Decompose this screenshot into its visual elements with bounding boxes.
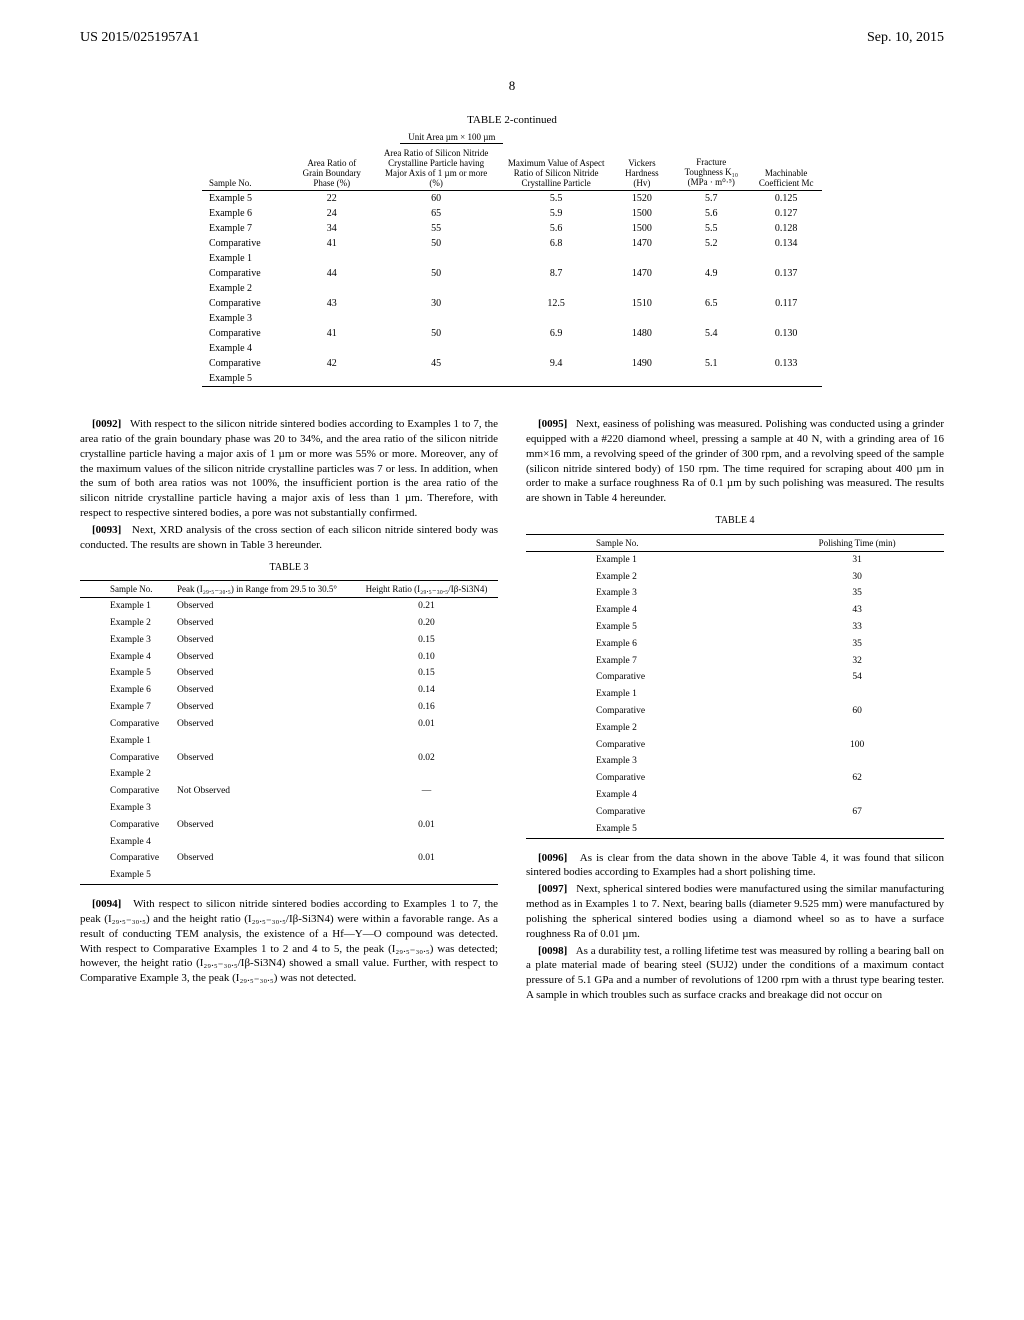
table3-col-sample: Sample No. (80, 581, 171, 598)
table-row: Example 1 (80, 598, 171, 615)
table-row: Example 1 (526, 551, 770, 568)
table-row: Comparative (202, 266, 292, 281)
table-row: Comparative (202, 236, 292, 251)
table2-group-header: Unit Area µm × 100 µm (400, 132, 503, 144)
table-row: Example 3 (80, 632, 171, 649)
table3-col-ratio: Height Ratio (I₂₉.₅₋₃₀.₅/Iβ-Si3N4) (355, 581, 498, 598)
table3-title: TABLE 3 (80, 561, 498, 575)
para-95: [0095] Next, easiness of polishing was m… (526, 417, 944, 506)
table-row: Comparative (202, 296, 292, 311)
table-row: Example 2 (526, 569, 770, 586)
table-row: Example 5 (202, 191, 292, 207)
table-row: Comparative (80, 750, 171, 767)
page-header: US 2015/0251957A1 Sep. 10, 2015 (80, 30, 944, 46)
table2-col-sample: Sample No. (202, 146, 292, 191)
table2-col-mc: Machinable Coefficient Mc (750, 146, 822, 191)
table-row: Comparative (202, 326, 292, 341)
table-row: Example 5 (526, 619, 770, 636)
table4-title: TABLE 4 (526, 514, 944, 528)
table-row: Comparative (526, 737, 770, 754)
table-row: Comparative (80, 716, 171, 733)
table4-col-time: Polishing Time (min) (770, 534, 944, 551)
table-row: Example 4 (526, 602, 770, 619)
table-row: Comparative (526, 804, 770, 821)
table-row: Example 2 (80, 615, 171, 632)
table4-col-sample: Sample No. (526, 534, 770, 551)
right-column: [0095] Next, easiness of polishing was m… (526, 417, 944, 1005)
table-row: Comparative (80, 817, 171, 834)
table-row: Comparative (80, 783, 171, 800)
table2-title: TABLE 2-continued (80, 114, 944, 126)
table-row: Example 7 (80, 699, 171, 716)
table2-col-silicon: Area Ratio of Silicon Nitride Crystallin… (372, 146, 501, 191)
table-row: Comparative (80, 850, 171, 867)
table2-col-fracture: Fracture Toughness K₁₀ (MPa · m⁰·⁵) (672, 146, 750, 191)
table2-col-vickers: Vickers Hardness (Hv) (612, 146, 673, 191)
table2: Unit Area µm × 100 µm Sample No. Area Ra… (202, 130, 822, 387)
table-row: Example 6 (202, 206, 292, 221)
table2-col-max: Maximum Value of Aspect Ratio of Silicon… (501, 146, 612, 191)
table-row: Example 6 (80, 682, 171, 699)
table4: Sample No. Polishing Time (min) Example … (526, 534, 944, 839)
para-96: [0096] As is clear from the data shown i… (526, 851, 944, 881)
para-94: [0094] With respect to silicon nitride s… (80, 897, 498, 986)
table-row: Example 3 (526, 585, 770, 602)
table2-col-grain: Area Ratio of Grain Boundary Phase (%) (292, 146, 372, 191)
para-92: [0092] With respect to the silicon nitri… (80, 417, 498, 521)
table-row: Example 6 (526, 636, 770, 653)
table-row: Comparative (202, 356, 292, 371)
para-93: [0093] Next, XRD analysis of the cross s… (80, 523, 498, 553)
table-row: Comparative (526, 703, 770, 720)
two-column-layout: [0092] With respect to the silicon nitri… (80, 417, 944, 1005)
table-row: Comparative (526, 770, 770, 787)
table-row: Example 4 (80, 649, 171, 666)
page-number: 8 (80, 78, 944, 94)
para-98: [0098] As a durability test, a rolling l… (526, 944, 944, 1003)
table-row: Example 5 (80, 665, 171, 682)
publication-number: US 2015/0251957A1 (80, 30, 199, 46)
para-97: [0097] Next, spherical sintered bodies w… (526, 882, 944, 941)
left-column: [0092] With respect to the silicon nitri… (80, 417, 498, 1005)
table-row: Example 7 (526, 653, 770, 670)
table3-col-peak: Peak (I₂₉.₅₋₃₀.₅) in Range from 29.5 to … (171, 581, 355, 598)
table3: Sample No. Peak (I₂₉.₅₋₃₀.₅) in Range fr… (80, 580, 498, 885)
publication-date: Sep. 10, 2015 (867, 30, 944, 46)
table-row: Example 7 (202, 221, 292, 236)
table-row: Comparative (526, 669, 770, 686)
